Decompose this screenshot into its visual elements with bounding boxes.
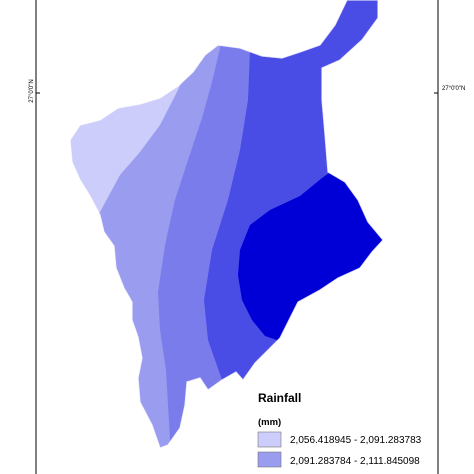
legend-swatch-1 xyxy=(257,431,282,448)
latitude-label-left: 27°0'0"N xyxy=(29,79,35,102)
legend-label-2: 2,091.283784 - 2,111.845098 xyxy=(290,456,420,467)
legend-title: Rainfall xyxy=(258,391,301,405)
legend: Rainfall (mm) 2,056.418945 - 2,091.28378… xyxy=(257,391,422,468)
legend-unit: (mm) xyxy=(258,417,281,428)
legend-label-1: 2,056.418945 - 2,091.283783 xyxy=(290,435,422,446)
latitude-label-right: 27°0'0"N xyxy=(442,86,465,92)
legend-swatch-2 xyxy=(257,451,282,468)
